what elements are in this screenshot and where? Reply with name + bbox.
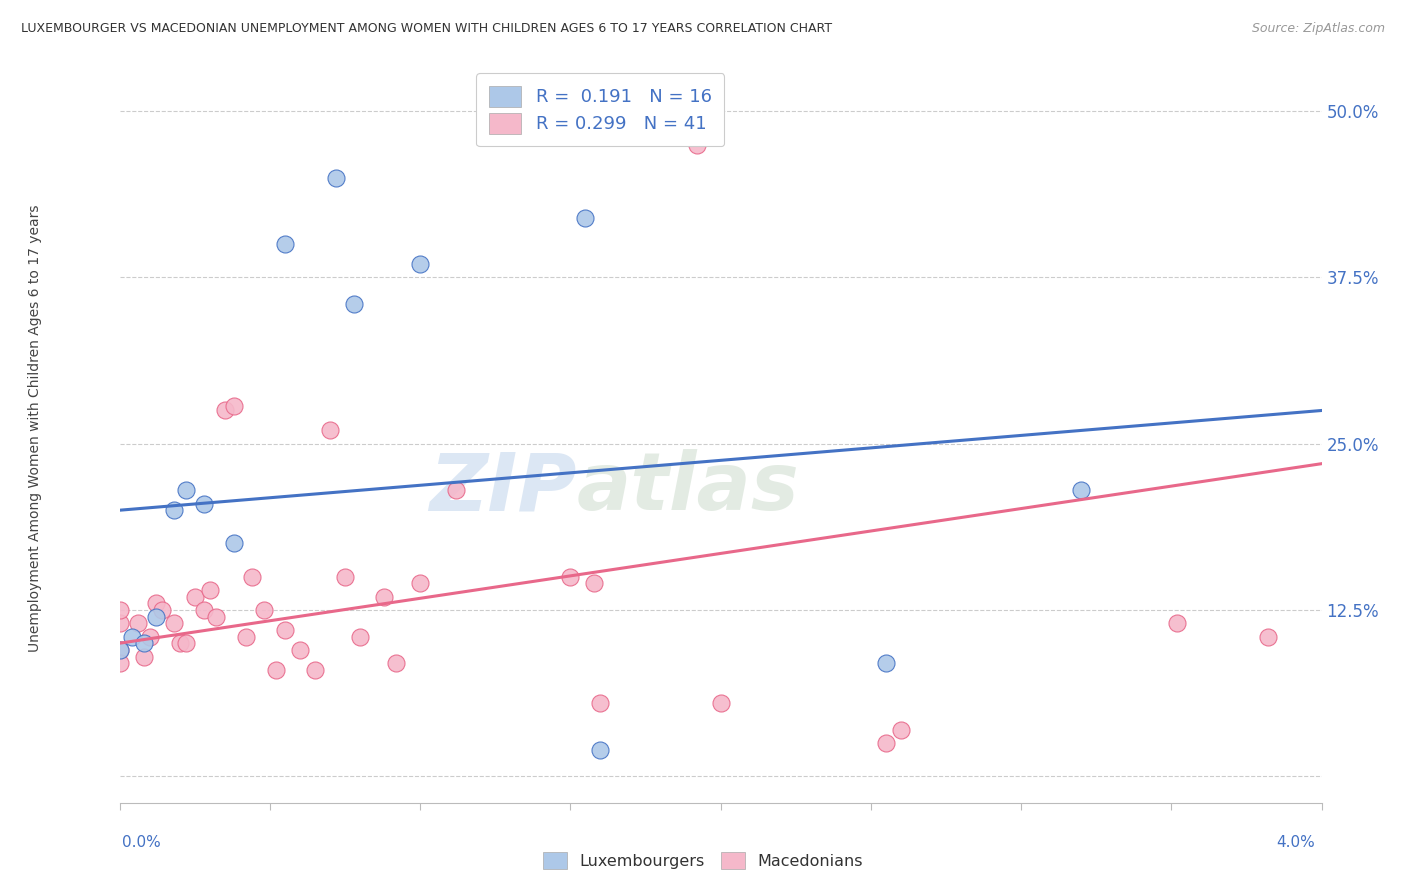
- Point: [121, 630, 143, 644]
- Point: [274, 623, 297, 637]
- Text: Source: ZipAtlas.com: Source: ZipAtlas.com: [1251, 22, 1385, 36]
- Point: [193, 603, 215, 617]
- Point: [108, 643, 131, 657]
- Point: [145, 596, 167, 610]
- Point: [108, 656, 131, 670]
- Point: [560, 570, 582, 584]
- Text: ZIP: ZIP: [429, 450, 576, 527]
- Point: [253, 603, 276, 617]
- Point: [409, 257, 432, 271]
- Point: [214, 403, 236, 417]
- Point: [333, 570, 356, 584]
- Point: [444, 483, 467, 498]
- Point: [132, 636, 155, 650]
- Point: [349, 630, 371, 644]
- Point: [193, 497, 215, 511]
- Point: [174, 483, 197, 498]
- Point: [1166, 616, 1188, 631]
- Point: [1257, 630, 1279, 644]
- Point: [875, 656, 897, 670]
- Point: [1070, 483, 1092, 498]
- Point: [343, 297, 366, 311]
- Point: [174, 636, 197, 650]
- Point: [108, 616, 131, 631]
- Point: [409, 576, 432, 591]
- Point: [325, 170, 347, 185]
- Point: [204, 609, 226, 624]
- Point: [222, 536, 245, 550]
- Point: [583, 576, 606, 591]
- Point: [685, 137, 707, 152]
- Point: [890, 723, 912, 737]
- Point: [183, 590, 205, 604]
- Point: [108, 643, 131, 657]
- Legend: Luxembourgers, Macedonians: Luxembourgers, Macedonians: [537, 846, 869, 875]
- Text: 0.0%: 0.0%: [122, 836, 162, 850]
- Point: [235, 630, 257, 644]
- Text: LUXEMBOURGER VS MACEDONIAN UNEMPLOYMENT AMONG WOMEN WITH CHILDREN AGES 6 TO 17 Y: LUXEMBOURGER VS MACEDONIAN UNEMPLOYMENT …: [21, 22, 832, 36]
- Point: [222, 400, 245, 414]
- Point: [198, 582, 221, 597]
- Point: [274, 237, 297, 252]
- Point: [162, 616, 184, 631]
- Point: [574, 211, 596, 225]
- Point: [264, 663, 287, 677]
- Point: [875, 736, 897, 750]
- Point: [132, 649, 155, 664]
- Point: [169, 636, 191, 650]
- Point: [589, 696, 612, 710]
- Point: [373, 590, 395, 604]
- Point: [288, 643, 311, 657]
- Point: [240, 570, 263, 584]
- Text: Unemployment Among Women with Children Ages 6 to 17 years: Unemployment Among Women with Children A…: [28, 204, 42, 652]
- Point: [589, 742, 612, 756]
- Point: [150, 603, 173, 617]
- Point: [145, 609, 167, 624]
- Legend: R =  0.191   N = 16, R = 0.299   N = 41: R = 0.191 N = 16, R = 0.299 N = 41: [477, 73, 724, 146]
- Text: 4.0%: 4.0%: [1275, 836, 1315, 850]
- Point: [138, 630, 160, 644]
- Point: [108, 603, 131, 617]
- Point: [385, 656, 408, 670]
- Point: [304, 663, 326, 677]
- Point: [127, 616, 149, 631]
- Point: [319, 424, 342, 438]
- Text: atlas: atlas: [576, 450, 799, 527]
- Point: [162, 503, 184, 517]
- Point: [709, 696, 731, 710]
